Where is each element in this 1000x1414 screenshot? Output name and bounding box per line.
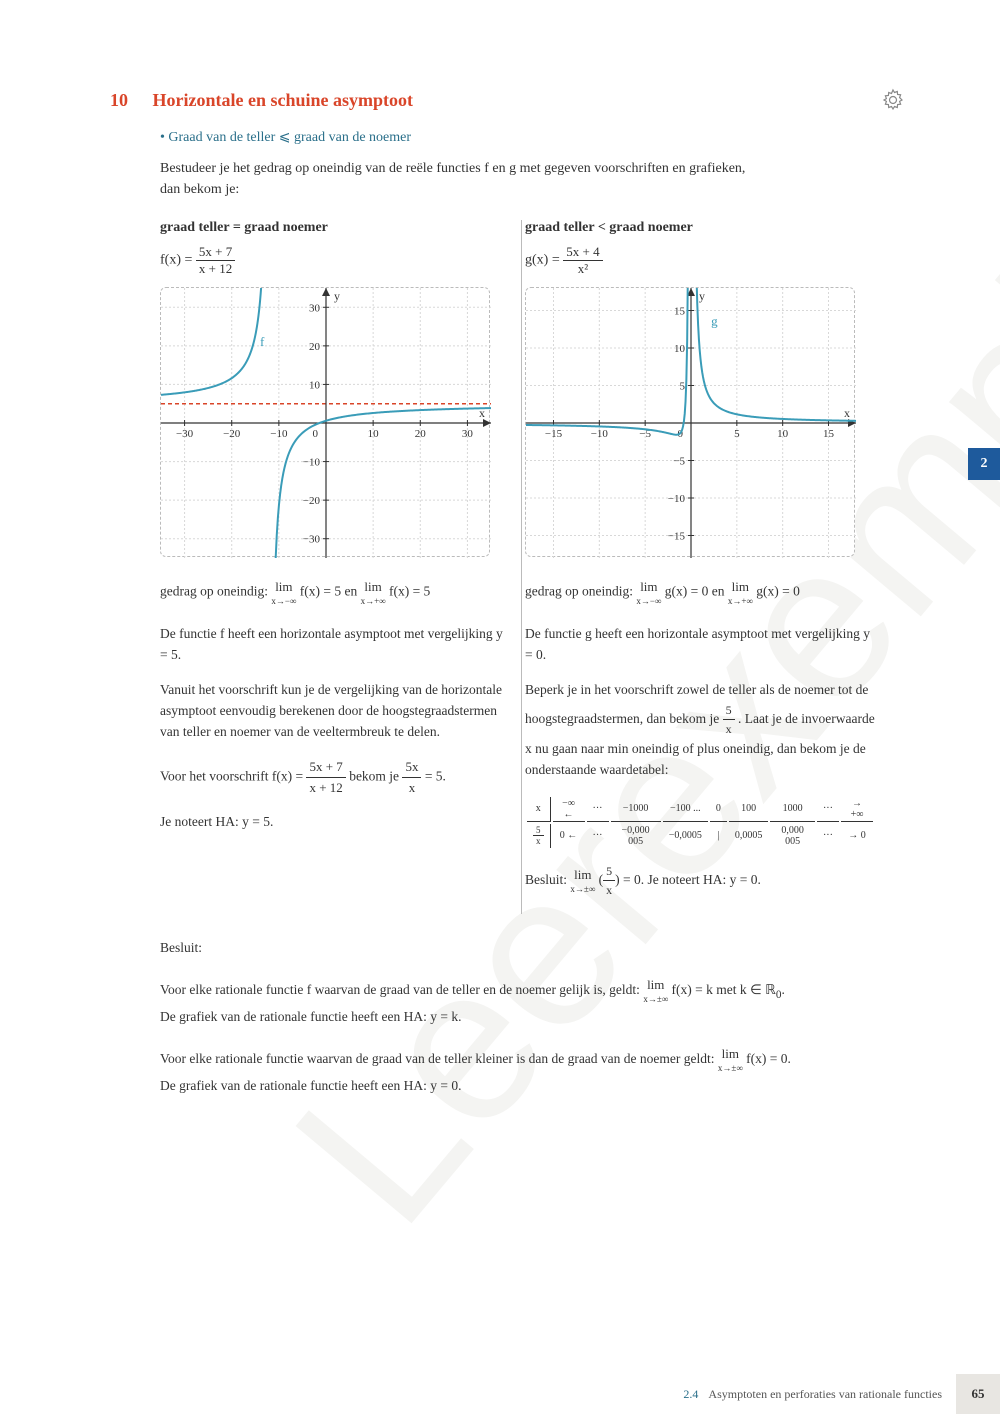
p2-frac-den: x — [723, 720, 735, 739]
graph-g: −15−10−551015−15−10−5510150xyg — [525, 287, 855, 557]
right-besluit: Besluit: limx→±∞ (5x) = 0. Je noteert HA… — [525, 862, 875, 900]
gedrag-label: gedrag op oneindig: — [525, 584, 633, 599]
gx-numerator: 5x + 4 — [563, 244, 602, 261]
svg-text:10: 10 — [309, 379, 321, 391]
gx-label: g(x) = — [525, 253, 563, 268]
svg-text:−5: −5 — [673, 456, 685, 468]
besluit-frac-den: x — [603, 881, 615, 900]
svg-text:30: 30 — [309, 302, 321, 314]
svg-text:15: 15 — [823, 428, 835, 440]
section-title: Horizontale en schuine asymptoot — [153, 90, 414, 110]
column-divider — [521, 220, 522, 914]
lim2-value: f(x) = 5 — [389, 584, 430, 599]
right-gedrag: gedrag op oneindig: limx→−∞ g(x) = 0 en … — [525, 577, 875, 608]
value-table: x−∞ ←···−1000−100 ...01001000···→ +∞ 5x0… — [525, 795, 875, 850]
svg-text:g: g — [711, 314, 718, 329]
right-p2: Beperk je in het voorschrift zowel de te… — [525, 680, 875, 781]
footer-ref: 2.4 — [683, 1387, 698, 1402]
fx-formula: f(x) = 5x + 7x + 12 — [160, 244, 510, 277]
p3-frac1-den: x + 12 — [306, 778, 345, 798]
svg-text:−30: −30 — [303, 534, 321, 546]
svg-text:5: 5 — [734, 428, 740, 440]
svg-text:−15: −15 — [668, 531, 686, 543]
p3-prefix: Voor het voorschrift f(x) = — [160, 768, 306, 783]
svg-text:−20: −20 — [223, 428, 241, 440]
b1b: f(x) = k met k ∈ ℝ — [672, 982, 776, 997]
glim1-value: g(x) = 0 en — [665, 584, 725, 599]
page-footer: 2.4 Asymptoten en perforaties van ration… — [0, 1374, 1000, 1414]
svg-text:−15: −15 — [545, 428, 563, 440]
svg-text:10: 10 — [674, 343, 686, 355]
b2: De grafiek van de rationale functie heef… — [160, 1009, 461, 1024]
svg-text:−10: −10 — [303, 457, 321, 469]
b3b: f(x) = 0. — [746, 1051, 791, 1066]
fx-label: f(x) = — [160, 253, 196, 268]
intro-text: Bestudeer je het gedrag op oneindig van … — [160, 158, 760, 200]
bullet-point: Graad van de teller ⩽ graad van de noeme… — [160, 129, 910, 146]
svg-text:20: 20 — [415, 428, 427, 440]
svg-text:y: y — [699, 289, 705, 303]
besluit-head: Besluit: — [160, 938, 800, 959]
fx-numerator: 5x + 7 — [196, 244, 235, 261]
footer-title: Asymptoten en perforaties van rationale … — [708, 1387, 942, 1402]
page-number: 65 — [956, 1374, 1000, 1414]
graph-f: −30−20−10102030−30−20−101020300xyf — [160, 287, 490, 557]
svg-text:f: f — [260, 334, 265, 349]
p3-mid: bekom je — [349, 768, 402, 783]
fx-denominator: x + 12 — [196, 261, 235, 277]
right-subhead: graad teller < graad noemer — [525, 220, 875, 236]
besluit-prefix: Besluit: — [525, 872, 567, 887]
right-column: graad teller < graad noemer g(x) = 5x + … — [525, 220, 875, 914]
b1c: . — [781, 982, 784, 997]
svg-text:10: 10 — [777, 428, 789, 440]
svg-text:5: 5 — [680, 381, 686, 393]
besluit-p3: Voor elke rationale functie waarvan de g… — [160, 1044, 800, 1097]
gx-denominator: x² — [563, 261, 602, 277]
svg-text:−10: −10 — [668, 493, 686, 505]
section-heading: 10 Horizontale en schuine asymptoot — [110, 90, 910, 111]
svg-text:−10: −10 — [270, 428, 288, 440]
p2-frac-num: 5 — [723, 701, 735, 721]
svg-text:20: 20 — [309, 341, 321, 353]
gx-formula: g(x) = 5x + 4x² — [525, 244, 875, 277]
svg-text:−20: −20 — [303, 495, 321, 507]
besluit-frac-num: 5 — [603, 862, 615, 882]
p3-suffix: = 5. — [425, 768, 446, 783]
svg-text:−10: −10 — [591, 428, 609, 440]
right-p1: De functie g heeft een horizontale asymp… — [525, 624, 875, 666]
svg-text:−30: −30 — [176, 428, 194, 440]
left-gedrag: gedrag op oneindig: limx→−∞ f(x) = 5 en … — [160, 577, 510, 608]
left-p2: Vanuit het voorschrift kun je de vergeli… — [160, 680, 510, 743]
b4: De grafiek van de rationale functie heef… — [160, 1078, 461, 1093]
besluit-p1: Voor elke rationale functie f waarvan de… — [160, 975, 800, 1028]
left-p1: De functie f heeft een horizontale asymp… — [160, 624, 510, 666]
svg-text:0: 0 — [313, 428, 319, 440]
b3a: Voor elke rationale functie waarvan de g… — [160, 1051, 715, 1066]
final-conclusion: Besluit: Voor elke rationale functie f w… — [160, 938, 800, 1097]
p3-frac2-num: 5x — [402, 757, 421, 778]
b1a: Voor elke rationale functie f waarvan de… — [160, 982, 640, 997]
section-number: 10 — [110, 90, 148, 111]
left-p4: Je noteert HA: y = 5. — [160, 812, 510, 833]
gedrag-label: gedrag op oneindig: — [160, 584, 268, 599]
left-p3: Voor het voorschrift f(x) = 5x + 7x + 12… — [160, 757, 510, 798]
svg-text:10: 10 — [368, 428, 380, 440]
left-column: graad teller = graad noemer f(x) = 5x + … — [160, 220, 510, 914]
svg-text:x: x — [844, 406, 850, 420]
svg-text:y: y — [334, 289, 340, 303]
p3-frac1-num: 5x + 7 — [306, 757, 345, 778]
left-subhead: graad teller = graad noemer — [160, 220, 510, 236]
besluit-suffix: = 0. Je noteert HA: y = 0. — [623, 872, 761, 887]
glim2-value: g(x) = 0 — [756, 584, 800, 599]
svg-text:30: 30 — [462, 428, 474, 440]
svg-text:15: 15 — [674, 306, 686, 318]
p3-frac2-den: x — [402, 778, 421, 798]
lim1-value: f(x) = 5 en — [300, 584, 357, 599]
